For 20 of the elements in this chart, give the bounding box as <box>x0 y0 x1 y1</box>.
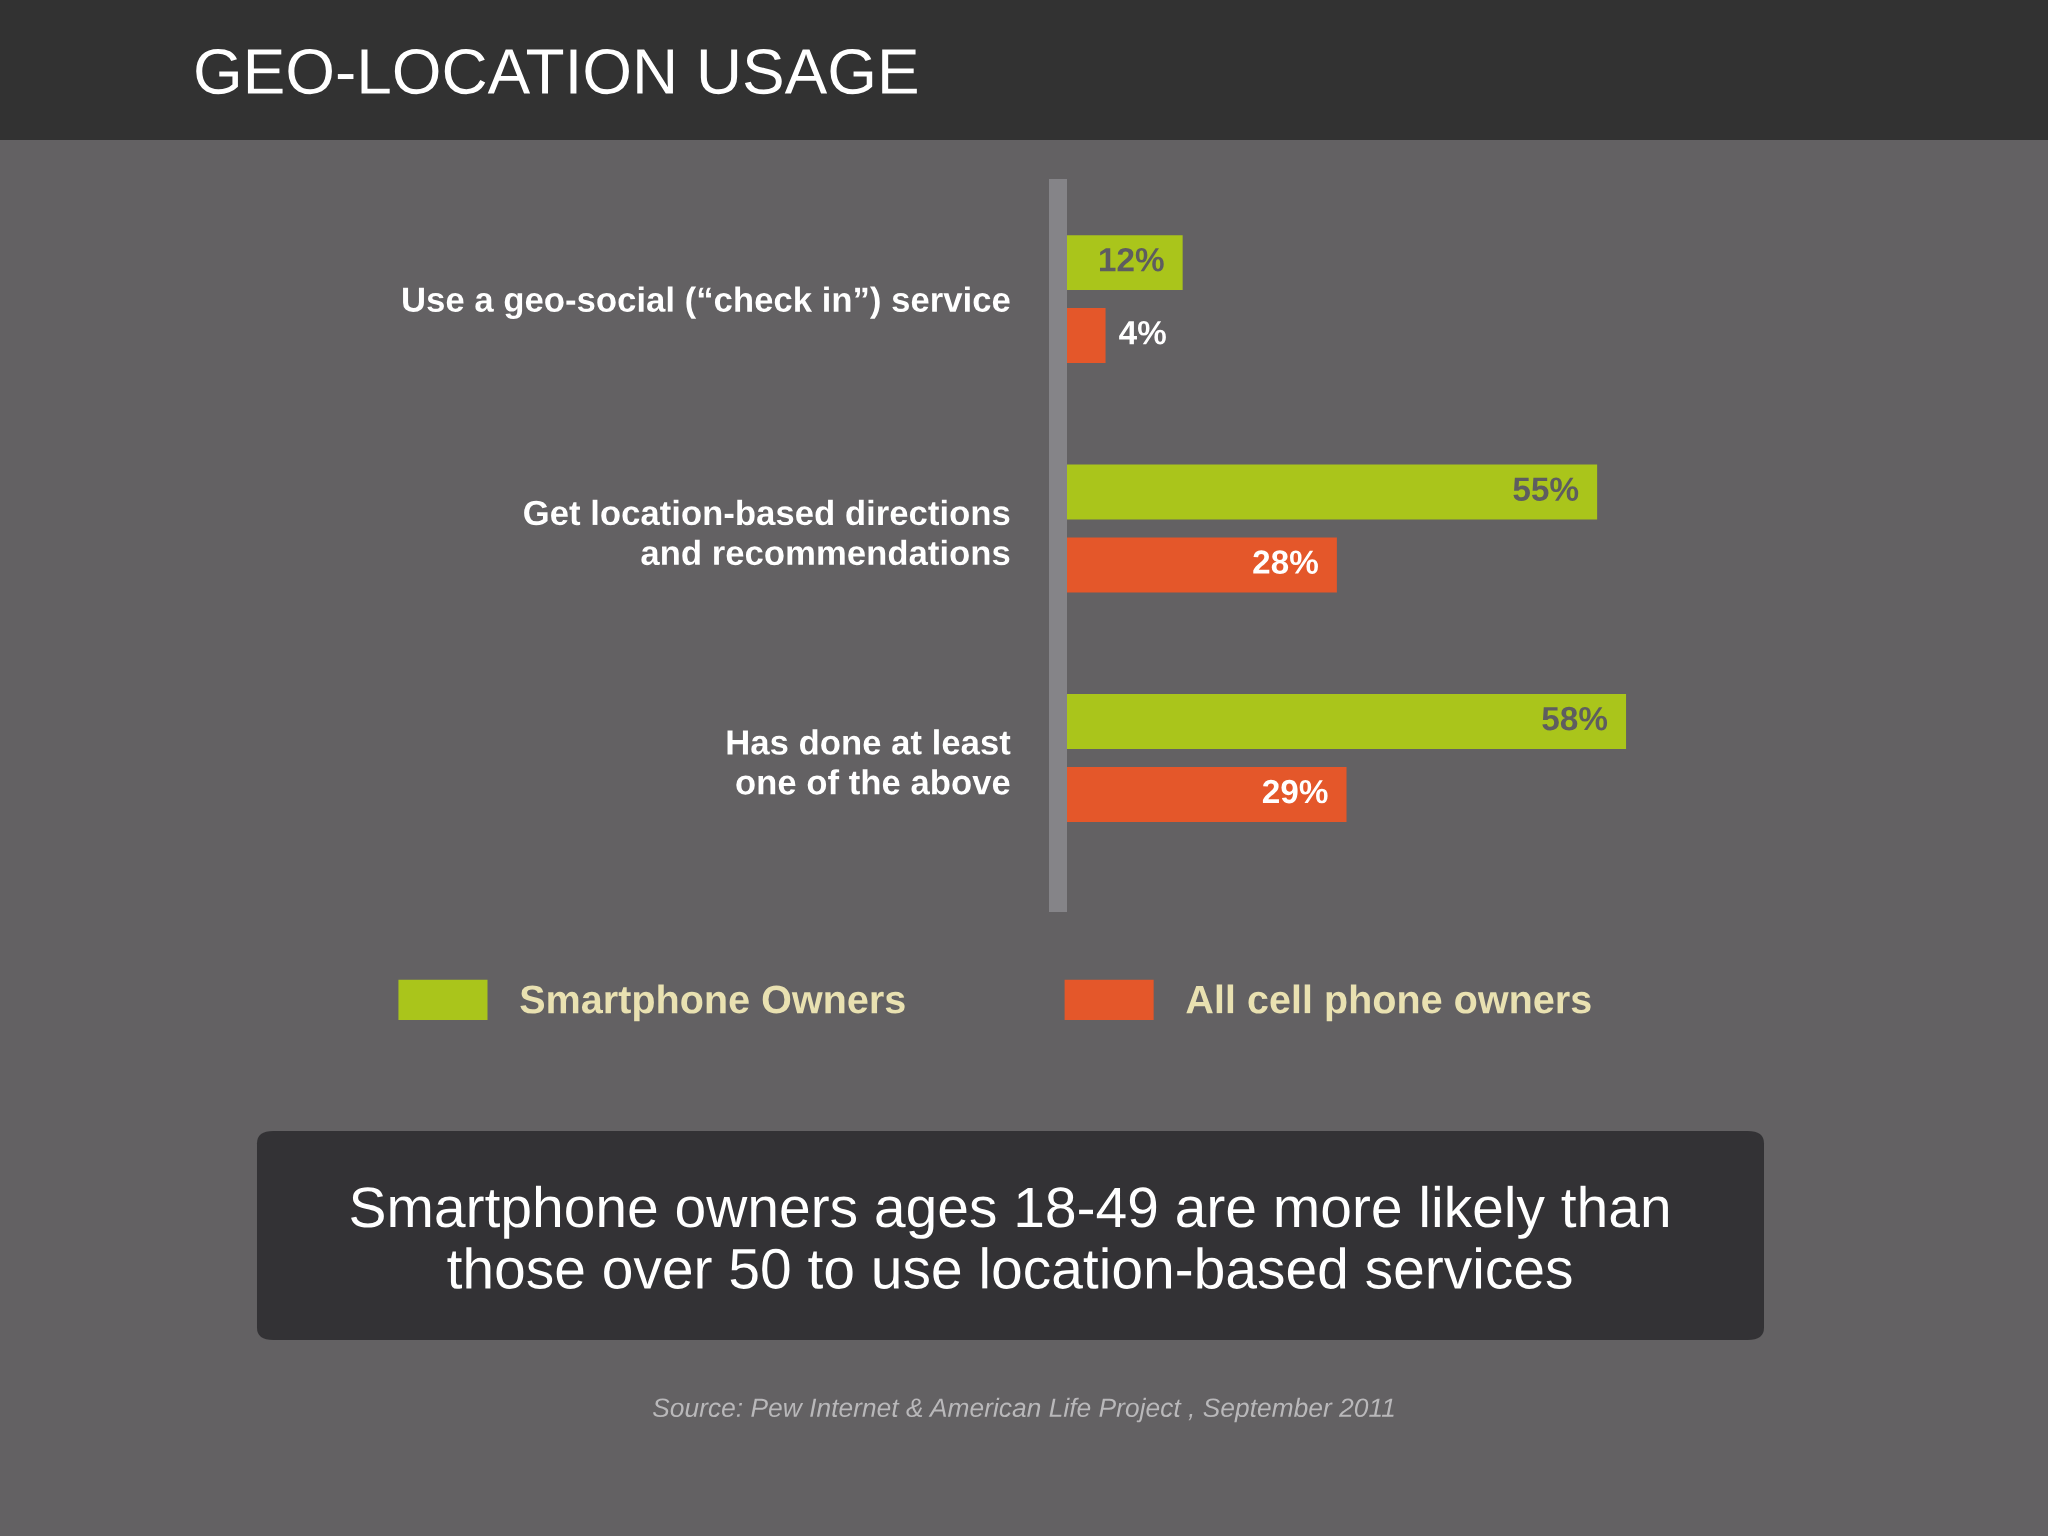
y-tick-label: Get location-based directions and recommendations <box>524 499 1010 566</box>
data-label: 12% <box>1099 247 1164 272</box>
bar <box>1067 308 1106 363</box>
y-tick-label: Has done at least one of the above <box>727 729 1011 795</box>
text: Smartphone owners ages 18-49 are more likely than those over 50 to use location-based services <box>351 1185 1668 1289</box>
data-label: 29% <box>1262 779 1328 804</box>
chart-title: GEO-LOCATION USAGE <box>196 48 917 95</box>
legend-label: Smartphone Owners <box>520 984 905 1022</box>
source-note: Source: Pew Internet & American Life Project , September 2011 <box>652 1397 1394 1423</box>
data-label: 55% <box>1513 477 1579 501</box>
bar <box>1067 767 1347 822</box>
data-label: 4% <box>1119 320 1166 345</box>
data-label: 58% <box>1542 706 1608 731</box>
bar <box>1067 235 1183 290</box>
bar <box>1067 694 1627 749</box>
bar <box>1067 537 1337 593</box>
legend-label: All cell phone owners <box>1186 984 1591 1022</box>
data-label: 28% <box>1253 550 1318 574</box>
y-tick-label: Use a geo-social (“check in”) service <box>403 286 1010 319</box>
bar <box>1067 464 1598 520</box>
